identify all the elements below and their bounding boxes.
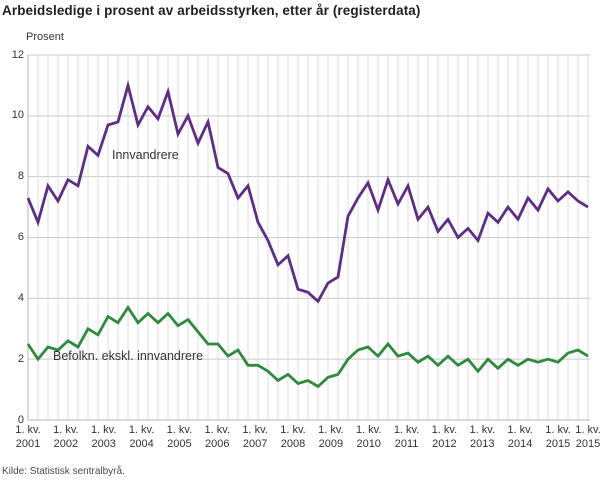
x-tick-year: 2010	[356, 437, 381, 450]
x-tick-year: 2004	[129, 437, 154, 450]
y-tick-label: 4	[17, 291, 24, 304]
chart-title: Arbeidsledige i prosent av arbeidsstyrke…	[2, 3, 421, 18]
x-tick-year: 2005	[167, 437, 192, 450]
x-tick-quarter: 1. kv.	[15, 424, 41, 436]
x-tick-quarter: 1. kv.	[166, 424, 193, 436]
x-tick-label: 1. kv. 2009	[309, 424, 353, 451]
x-tick-quarter: 1. kv.	[431, 424, 458, 436]
x-tick-label: 1. kv. 2015	[536, 424, 580, 451]
y-tick-label: 10	[11, 109, 24, 122]
x-tick-quarter: 1. kv.	[575, 424, 601, 436]
x-tick-quarter: 1. kv.	[204, 424, 231, 436]
x-tick-year: 2006	[205, 437, 230, 450]
x-tick-label: 1. kv. 2014	[498, 424, 542, 451]
y-tick-label: 2	[17, 352, 24, 365]
x-tick-quarter: 1. kv.	[90, 424, 117, 436]
x-tick-quarter: 1. kv.	[393, 424, 420, 436]
y-tick-label: 8	[17, 170, 24, 183]
y-axis-title: Prosent	[26, 31, 64, 43]
x-tick-label: 1. kv. 2015	[566, 424, 610, 451]
x-tick-label: 1. kv. 2013	[460, 424, 504, 451]
series-line-innvandrere	[26, 79, 589, 304]
x-tick-label: 1. kv. 2003	[82, 424, 126, 451]
x-tick-year: 2002	[53, 437, 79, 450]
x-tick-quarter: 1. kv.	[545, 424, 571, 436]
x-tick-year: 2003	[91, 437, 116, 450]
y-tick-label: 0	[17, 413, 24, 426]
x-tick-year: 2015	[545, 437, 571, 450]
x-tick-label: 1. kv. 2012	[422, 424, 466, 451]
series-label-innvandrere: Innvandrere	[112, 148, 179, 162]
x-tick-year: 2009	[318, 437, 344, 450]
source-attribution: Kilde: Statistisk sentralbyrå.	[2, 466, 125, 477]
x-tick-label: 1. kv. 2005	[157, 424, 201, 451]
x-tick-year: 2013	[470, 437, 495, 450]
x-tick-quarter: 1. kv.	[318, 424, 344, 436]
x-tick-year: 2008	[280, 437, 306, 450]
x-tick-quarter: 1. kv.	[280, 424, 306, 436]
y-tick-label: 12	[11, 48, 24, 61]
x-tick-year: 2007	[242, 437, 268, 450]
x-tick-year: 2001	[15, 437, 41, 450]
series-line-befolkning	[26, 304, 589, 389]
x-tick-quarter: 1. kv.	[507, 424, 533, 436]
x-tick-label: 1. kv. 2004	[120, 424, 164, 451]
x-tick-label: 1. kv. 2007	[233, 424, 277, 451]
x-tick-quarter: 1. kv.	[355, 424, 382, 436]
x-tick-year: 2015	[575, 437, 601, 450]
x-tick-quarter: 1. kv.	[469, 424, 496, 436]
x-tick-label: 1. kv. 2010	[347, 424, 391, 451]
x-tick-label: 1. kv. 2001	[6, 424, 50, 451]
x-tick-label: 1. kv. 2008	[271, 424, 315, 451]
x-tick-label: 1. kv. 2006	[195, 424, 239, 451]
x-tick-year: 2014	[507, 437, 533, 450]
x-tick-quarter: 1. kv.	[128, 424, 155, 436]
series-label-befolkning: Befolkn. ekskl. innvandrere	[53, 349, 204, 363]
x-tick-year: 2011	[394, 437, 419, 450]
x-tick-year: 2012	[432, 437, 457, 450]
x-tick-quarter: 1. kv.	[242, 424, 268, 436]
x-tick-label: 1. kv. 2011	[385, 424, 429, 451]
x-tick-quarter: 1. kv.	[53, 424, 79, 436]
x-tick-label: 1. kv. 2002	[44, 424, 88, 451]
y-tick-label: 6	[17, 231, 24, 243]
